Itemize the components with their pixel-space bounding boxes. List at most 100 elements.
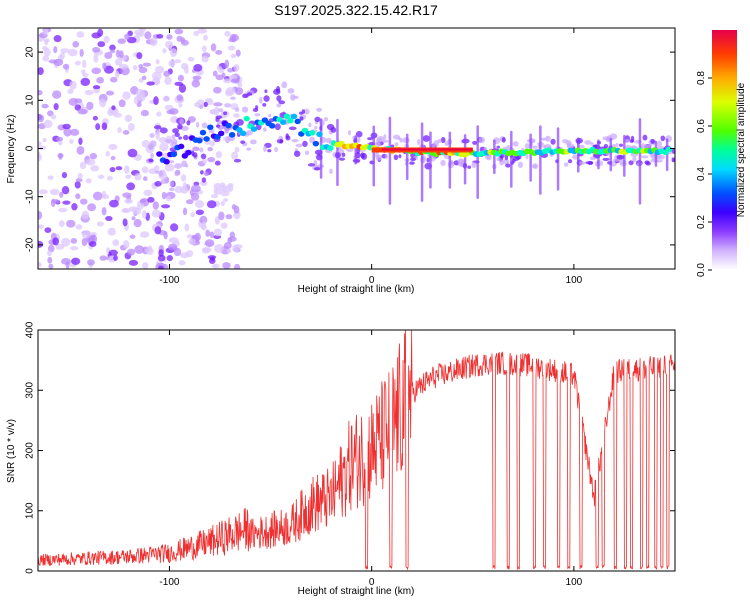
spread-blob [154, 180, 162, 187]
noise-blob [86, 101, 94, 111]
noise-blob [127, 248, 136, 256]
noise-blob [53, 45, 58, 54]
ridge-blob [163, 158, 170, 165]
noise-blob [209, 140, 216, 147]
noise-blob [118, 99, 126, 108]
noise-blob [38, 141, 42, 146]
noise-blob [234, 263, 241, 269]
noise-blob [51, 199, 60, 204]
spectrogram-xlabel: Height of straight line (km) [298, 284, 415, 295]
noise-blob [90, 165, 100, 172]
spread-blob [170, 138, 178, 145]
spread-blob [262, 127, 267, 132]
noise-blob [117, 127, 122, 134]
noise-blob [193, 30, 200, 36]
spread-blob [329, 168, 333, 174]
spread-blob [201, 122, 208, 129]
noise-blob [219, 184, 227, 192]
spread-blob [215, 124, 221, 128]
spread-blob [524, 143, 531, 150]
noise-blob [84, 89, 94, 96]
y-tick-label: 10 [25, 94, 36, 106]
noise-blob [59, 220, 65, 228]
spread-blob [169, 180, 175, 188]
spread-blob [178, 136, 182, 140]
noise-blob [188, 238, 196, 245]
noise-blob [110, 76, 118, 83]
noise-blob [229, 231, 236, 239]
noise-blob [122, 130, 130, 135]
noise-blob [180, 39, 189, 46]
spread-blob [154, 170, 160, 174]
spread-blob [641, 155, 649, 159]
noise-blob [163, 70, 171, 77]
spread-blob [179, 118, 184, 125]
spread-blob [602, 157, 610, 161]
spread-blob [295, 143, 303, 148]
noise-blob [81, 210, 90, 220]
noise-blob [70, 128, 80, 136]
noise-blob [215, 50, 223, 55]
noise-blob [156, 111, 162, 117]
noise-blob [76, 31, 85, 38]
noise-blob [38, 67, 44, 75]
noise-blob [122, 91, 131, 100]
noise-blob [43, 119, 53, 129]
ridge-blob [287, 117, 294, 124]
ridge-blob [316, 131, 323, 138]
noise-blob [136, 101, 142, 108]
noise-blob [76, 146, 85, 155]
spread-blob [149, 132, 155, 139]
noise-blob [209, 231, 215, 238]
x-tick-label: -100 [159, 275, 179, 286]
ridge-blob [199, 129, 207, 136]
noise-blob [47, 175, 54, 180]
noise-blob [75, 193, 81, 200]
noise-blob [203, 34, 208, 41]
noise-blob [96, 76, 105, 84]
ridge-blob [268, 123, 276, 129]
spread-blob [307, 163, 316, 167]
spread-blob [650, 138, 656, 145]
noise-blob [92, 85, 101, 90]
noise-blob [79, 48, 84, 57]
noise-blob [97, 174, 105, 180]
spread-blob [433, 140, 440, 147]
spread-blob [630, 135, 635, 143]
noise-blob [119, 50, 124, 59]
noise-blob [38, 89, 43, 96]
noise-blob [85, 158, 96, 166]
spread-blob [180, 125, 189, 131]
spread-blob [304, 150, 310, 156]
noise-blob [104, 52, 113, 60]
noise-blob [166, 109, 175, 115]
x-tick-label: 0 [369, 275, 375, 286]
spread-blob [303, 108, 310, 115]
noise-blob [85, 178, 92, 184]
spread-blob [660, 135, 666, 142]
noise-blob [82, 59, 87, 69]
spread-blob [324, 116, 329, 122]
spread-blob [531, 145, 538, 149]
noise-blob [133, 29, 144, 35]
noise-blob [227, 237, 233, 244]
noise-blob [103, 35, 110, 44]
spread-blob [186, 120, 191, 126]
noise-blob [92, 115, 98, 121]
spread-blob [183, 134, 189, 141]
spread-blob [246, 147, 252, 151]
noise-blob [165, 195, 172, 202]
spread-blob [259, 96, 263, 104]
noise-blob [52, 90, 62, 99]
spread-blob [285, 133, 289, 139]
noise-blob [62, 63, 70, 70]
noise-blob [151, 209, 162, 218]
noise-blob [91, 67, 102, 75]
noise-blob [220, 222, 228, 229]
noise-blob [79, 161, 87, 170]
noise-blob [114, 70, 120, 79]
noise-blob [47, 250, 52, 257]
noise-blob [66, 219, 76, 228]
spread-blob [199, 170, 204, 175]
noise-blob [222, 262, 231, 269]
